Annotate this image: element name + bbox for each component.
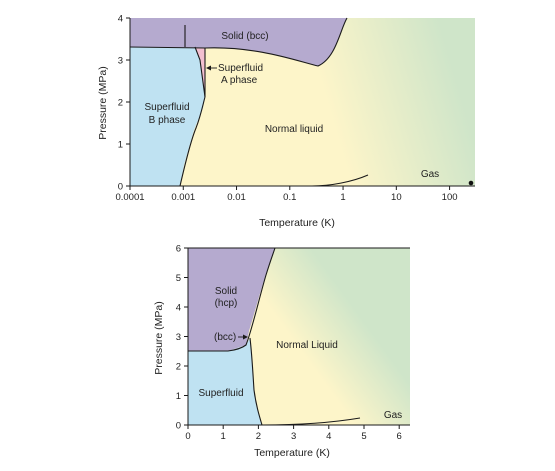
x-tick-label: 1 <box>340 192 345 203</box>
x-tick-label: 0 <box>185 431 190 442</box>
solid-hcp-label-line2: (hcp) <box>215 298 238 309</box>
lambda-line <box>249 337 263 426</box>
chart-top-boundaries <box>129 17 369 187</box>
superfluid-a-pointer <box>206 65 217 71</box>
x-tick-label: 100 <box>442 192 458 203</box>
superfluid-a-region <box>195 47 205 97</box>
bcc-label: (bcc) <box>214 332 236 343</box>
chart-bottom: 0 1 2 3 4 5 6 0 1 2 3 4 5 6 Solid (hcp) (bcc) Normal … <box>153 244 410 459</box>
melting-curve <box>129 17 348 67</box>
x-tick-label: 6 <box>397 431 402 442</box>
solid-region <box>130 18 347 66</box>
x-tick-label: 2 <box>256 431 261 442</box>
solid-hcp-region <box>188 248 275 351</box>
chart-bottom-regions <box>188 248 410 425</box>
x-axis-title: Temperature (K) <box>254 447 330 459</box>
bcc-pointer <box>238 334 248 340</box>
superfluid-b-label-line2: B phase <box>149 115 186 126</box>
superfluid-region <box>188 338 262 425</box>
y-tick-label: 6 <box>176 244 181 255</box>
superfluid-a-label-line1: Superfluid <box>218 63 263 74</box>
ab-transition-line <box>179 96 206 187</box>
solid-bcc-label: Solid (bcc) <box>221 31 268 42</box>
chart-top: 0.0001 0.001 0.01 0.1 1 10 100 0 1 2 3 4 Solid (bcc… <box>97 14 475 229</box>
y-axis-title: Pressure (MPa) <box>97 66 109 140</box>
a-transition-line <box>194 46 206 98</box>
melting-curve <box>188 247 276 352</box>
chart-top-ticks: 0.0001 0.001 0.01 0.1 1 10 100 0 1 2 3 4 <box>115 14 457 204</box>
y-tick-label: 1 <box>118 140 123 151</box>
x-tick-label: 3 <box>291 431 296 442</box>
y-tick-label: 4 <box>176 303 181 314</box>
superfluid-b-region <box>130 47 205 186</box>
y-tick-label: 4 <box>118 14 123 25</box>
y-tick-label: 0 <box>118 182 123 193</box>
x-tick-label: 5 <box>361 431 366 442</box>
y-tick-label: 2 <box>118 98 123 109</box>
y-axis-title: Pressure (MPa) <box>153 301 165 375</box>
chart-top-labels: Solid (bcc) Superfluid A phase Superflui… <box>97 31 439 229</box>
normal-liquid-label: Normal liquid <box>265 124 323 135</box>
x-tick-label: 10 <box>391 192 402 203</box>
gas-point-marker <box>468 180 474 186</box>
solid-hcp-label-line1: Solid <box>215 286 237 297</box>
x-tick-label: 0.01 <box>227 192 246 203</box>
y-tick-label: 1 <box>176 391 181 402</box>
chart-bottom-ticks: 0 1 2 3 4 5 6 0 1 2 3 4 5 6 <box>176 244 402 443</box>
x-tick-label: 1 <box>221 431 226 442</box>
superfluid-b-label-line1: Superfluid <box>144 102 189 113</box>
y-tick-label: 3 <box>176 332 181 343</box>
normal-liquid-label: Normal Liquid <box>276 340 338 351</box>
superfluid-label: Superfluid <box>198 388 243 399</box>
x-tick-label: 4 <box>326 431 331 442</box>
x-tick-label: 0.0001 <box>115 192 144 203</box>
x-tick-label: 0.001 <box>171 192 195 203</box>
y-tick-label: 5 <box>176 273 181 284</box>
y-tick-label: 3 <box>118 56 123 67</box>
chart-top-regions <box>130 18 475 186</box>
x-axis-title: Temperature (K) <box>259 217 335 229</box>
y-tick-label: 0 <box>176 421 181 432</box>
chart-bottom-boundaries <box>188 247 410 426</box>
x-tick-label: 0.1 <box>283 192 296 203</box>
gas-label: Gas <box>421 169 439 180</box>
superfluid-a-label-line2: A phase <box>221 75 258 86</box>
chart-bottom-labels: Solid (hcp) (bcc) Normal Liquid Superflu… <box>153 286 402 459</box>
y-tick-label: 2 <box>176 362 181 373</box>
gas-label: Gas <box>384 410 402 421</box>
